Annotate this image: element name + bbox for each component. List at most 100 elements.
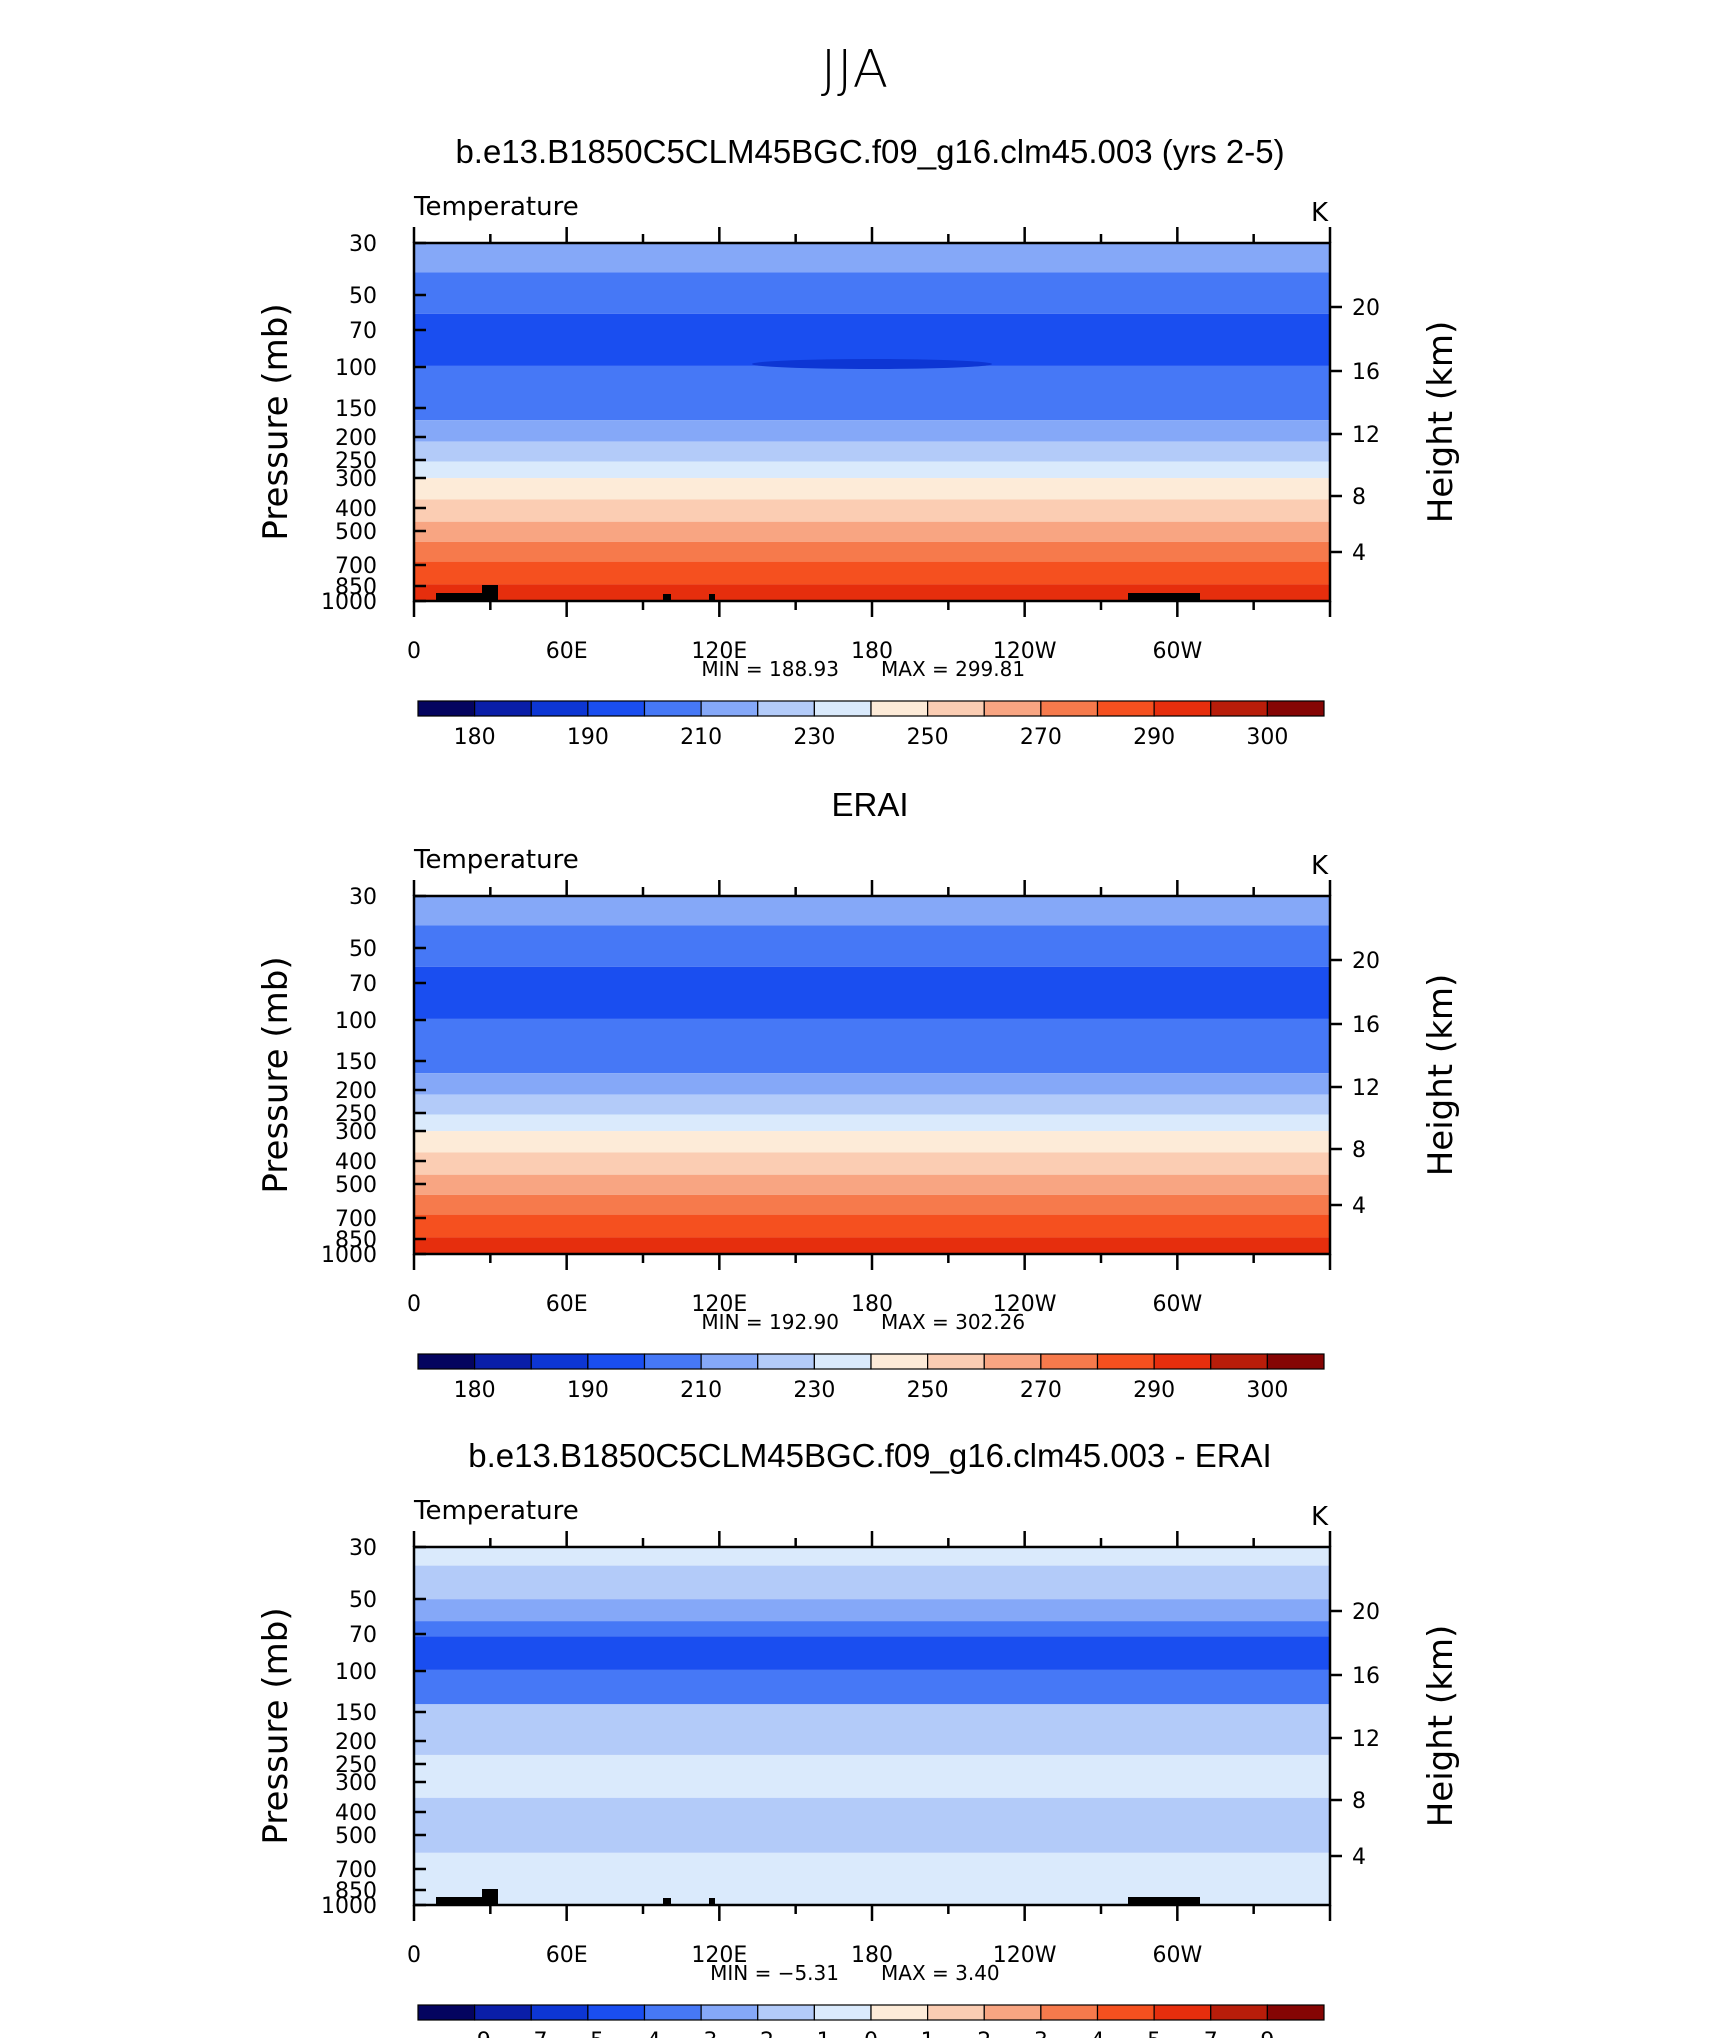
colorbar-box <box>1040 1353 1099 1370</box>
contour-fill <box>414 243 1330 601</box>
colorbar-box <box>587 1353 646 1370</box>
terrain-block <box>663 1898 671 1905</box>
y-tick-label: 400 <box>335 1150 377 1175</box>
y-tick-label: 50 <box>349 1588 377 1613</box>
colorbar-box <box>700 1353 759 1370</box>
contour-band <box>414 365 1330 421</box>
colorbar-box <box>417 2004 476 2021</box>
y-tick-label: 50 <box>349 284 377 309</box>
contour-band <box>414 1669 1330 1705</box>
colorbar-box <box>983 700 1042 717</box>
colorbar-label: −2 <box>742 2029 774 2038</box>
contour-band <box>414 1131 1330 1153</box>
contour-band <box>414 896 1330 926</box>
y-tick-label: 250 <box>335 1102 377 1127</box>
colorbar-label: 180 <box>454 1378 496 1403</box>
y2-tick-label: 12 <box>1352 1727 1380 1752</box>
panel-2: 0 60E 120E 180 120W 60W3050701001502002503004… <box>256 845 1461 1403</box>
colorbar-box <box>870 2004 929 2021</box>
colorbar-label: 180 <box>454 725 496 750</box>
max-label: MAX = 302.26 <box>881 1310 1025 1334</box>
y2-tick-label: 8 <box>1352 1789 1366 1814</box>
colorbar-box <box>474 1353 532 1370</box>
y-tick-label: 500 <box>335 1824 377 1849</box>
colorbar-box <box>813 1353 872 1370</box>
colorbar-box <box>927 2004 985 2021</box>
y-axis-label: Pressure (mb) <box>256 956 296 1193</box>
colorbar-box <box>757 1353 815 1370</box>
colorbar-box <box>927 1353 985 1370</box>
colorbar-label: 230 <box>793 725 835 750</box>
y-tick-label: 70 <box>349 972 377 997</box>
colorbar-box <box>417 1353 476 1370</box>
terrain-block <box>709 594 715 601</box>
y-tick-label: 300 <box>335 1771 377 1796</box>
terrain-block <box>436 1897 490 1905</box>
y2-tick-label: 16 <box>1352 1664 1380 1689</box>
panel-1: 0 60E 120E 180 120W 60W3050701001502002503004… <box>256 192 1461 750</box>
y-tick-label: 400 <box>335 1801 377 1826</box>
colorbar-label: 9 <box>1260 2029 1274 2038</box>
colorbar: 180 190 210 230 250 270 290 300 <box>417 700 1325 750</box>
colorbar-box <box>587 2004 646 2021</box>
variable-label: Temperature <box>413 1496 579 1526</box>
colorbar-box <box>1153 2004 1212 2021</box>
colorbar-box <box>927 700 985 717</box>
colorbar-box <box>757 2004 815 2021</box>
y-tick-label: 100 <box>335 1660 377 1685</box>
y-tick-label: 300 <box>335 1120 377 1145</box>
x-tick-label: 60W <box>1152 639 1202 664</box>
y2-tick-label: 20 <box>1352 949 1380 974</box>
colorbar-box <box>417 700 476 717</box>
y2-tick-label: 12 <box>1352 1076 1380 1101</box>
terrain-block <box>663 594 671 601</box>
colorbar-box <box>700 2004 759 2021</box>
y2-tick-label: 8 <box>1352 1138 1366 1163</box>
terrain-block <box>436 593 490 601</box>
colorbar-label: 1 <box>921 2029 935 2038</box>
colorbar-box <box>643 700 702 717</box>
contour-band <box>414 1636 1330 1670</box>
y-tick-label: 700 <box>335 1207 377 1232</box>
colorbar-label: −1 <box>798 2029 830 2038</box>
contour-band <box>414 1565 1330 1600</box>
figure-title: JJA <box>820 40 890 100</box>
colorbar-box <box>870 1353 929 1370</box>
units-label: K <box>1311 851 1329 881</box>
colorbar-box <box>1153 1353 1212 1370</box>
colorbar: −9 −7 −5 −4 −3 −2 −1 0 1 2 3 4 5 7 9 <box>417 2004 1325 2038</box>
y2-tick-label: 20 <box>1352 296 1380 321</box>
y-tick-label: 250 <box>335 1753 377 1778</box>
cold-core-contour <box>752 359 992 369</box>
colorbar-box <box>530 1353 589 1370</box>
contour-band <box>414 461 1330 479</box>
y2-tick-label: 8 <box>1352 485 1366 510</box>
colorbar-label: 190 <box>567 725 609 750</box>
colorbar-label: 7 <box>1204 2029 1218 2038</box>
x-tick-label: 180 <box>851 1943 893 1968</box>
y2-tick-label: 16 <box>1352 360 1380 385</box>
contour-band <box>414 1621 1330 1637</box>
colorbar-label: 300 <box>1246 1378 1288 1403</box>
contour-band <box>414 1704 1330 1755</box>
panel-2-title: ERAI <box>831 786 909 823</box>
x-tick-label: 120E <box>691 1943 747 1968</box>
x-tick-label: 60E <box>546 639 588 664</box>
units-label: K <box>1311 1502 1329 1532</box>
max-label: MAX = 3.40 <box>881 1961 1000 1985</box>
panel-1-title: b.e13.B1850C5CLM45BGC.f09_g16.clm45.003 … <box>455 133 1285 170</box>
colorbar-label: −9 <box>458 2029 490 2038</box>
min-label: MIN = −5.31 <box>710 1961 839 1985</box>
y-tick-label: 850 <box>335 1228 377 1253</box>
y2-tick-label: 4 <box>1352 541 1366 566</box>
contour-band <box>414 1018 1330 1074</box>
colorbar-box <box>1266 1353 1325 1370</box>
y-tick-label: 200 <box>335 1730 377 1755</box>
y2-tick-label: 12 <box>1352 423 1380 448</box>
terrain-mask <box>436 585 1200 601</box>
x-tick-label: 180 <box>851 639 893 664</box>
x-tick-label: 120W <box>993 1943 1057 1968</box>
colorbar-box <box>983 2004 1042 2021</box>
colorbar-label: 210 <box>680 1378 722 1403</box>
contour-band <box>414 499 1330 522</box>
